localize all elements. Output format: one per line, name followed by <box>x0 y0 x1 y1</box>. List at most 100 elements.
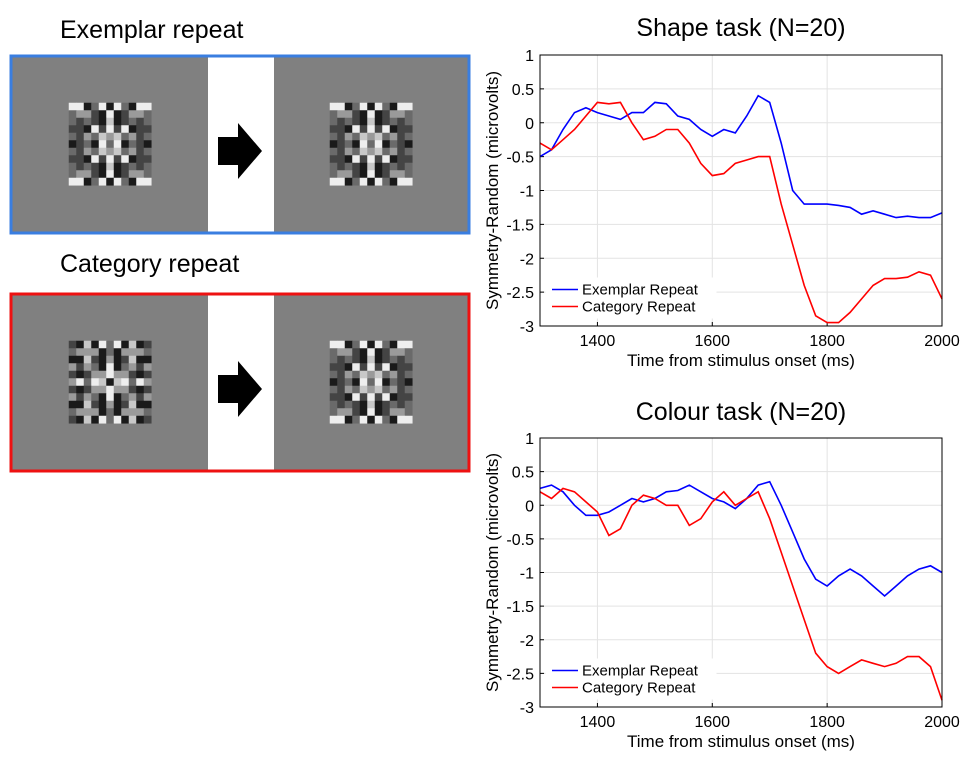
stimulus-cell <box>76 363 85 372</box>
stimulus-cell <box>143 400 152 409</box>
stimulus-cell <box>329 363 338 372</box>
stimulus-cell <box>374 370 383 379</box>
stimulus-cell <box>106 140 115 149</box>
stimulus-cell <box>76 147 85 156</box>
y-tick-label: -0.5 <box>506 150 534 167</box>
stimulus-cell <box>352 363 361 372</box>
y-tick-label: 1 <box>525 48 534 65</box>
x-tick-label: 1400 <box>580 333 616 350</box>
stimulus-cell <box>367 110 376 119</box>
stimulus-cell <box>106 132 115 141</box>
stimulus-cell <box>121 355 130 364</box>
stimulus-cell <box>68 125 77 134</box>
stimulus-cell <box>143 125 152 134</box>
stimulus-cell <box>344 177 353 186</box>
stimulus-cell <box>344 400 353 409</box>
legend-box <box>545 277 717 319</box>
stimulus-cell <box>68 415 77 424</box>
stimulus-cell <box>382 370 391 379</box>
stimulus-cell <box>68 408 77 417</box>
stimulus-cell <box>367 117 376 126</box>
stimulus-cell <box>128 378 137 387</box>
legend-label: Exemplar Repeat <box>582 663 699 680</box>
stimulus-cell <box>337 400 346 409</box>
stimulus-cell <box>359 393 368 402</box>
stimulus-cell <box>113 348 122 357</box>
data-line <box>539 94 943 219</box>
stimulus-cell <box>344 170 353 179</box>
stimulus-cell <box>367 132 376 141</box>
stimulus-cell <box>329 348 338 357</box>
stimulus-cell <box>106 147 115 156</box>
stimulus-cell <box>404 408 413 417</box>
panel-label: Category repeat <box>60 250 239 278</box>
stimulus-cell <box>143 102 152 111</box>
stimulus-cell <box>337 363 346 372</box>
stimulus-cell <box>121 378 130 387</box>
stimulus-cell <box>121 170 130 179</box>
stimulus-cell <box>128 400 137 409</box>
data-line <box>539 487 943 701</box>
stimulus-cell <box>76 400 85 409</box>
stimulus-cell <box>359 132 368 141</box>
stimulus-cell <box>359 355 368 364</box>
y-tick-label: -2 <box>520 251 534 268</box>
stimulus-cell <box>329 378 338 387</box>
stimulus-cell <box>359 162 368 171</box>
panel-label: Exemplar repeat <box>60 16 243 44</box>
stimulus-cell <box>389 400 398 409</box>
x-tick-label: 1600 <box>694 333 730 350</box>
stimulus-cell <box>382 102 391 111</box>
x-tick-label: 2000 <box>924 714 960 731</box>
stimulus-cell <box>83 110 92 119</box>
stimulus-cell <box>389 363 398 372</box>
stimulus-cell <box>106 155 115 164</box>
stimulus-cell <box>404 370 413 379</box>
stimulus-cell <box>404 162 413 171</box>
stimulus-cell <box>98 125 107 134</box>
stimulus-cell <box>98 170 107 179</box>
stimulus-cell <box>143 408 152 417</box>
stimulus-cell <box>136 378 145 387</box>
stimulus-cell <box>329 355 338 364</box>
stimulus-cell <box>329 370 338 379</box>
stimulus-cell <box>68 177 77 186</box>
stimulus-cell <box>91 170 100 179</box>
stimulus-cell <box>83 125 92 134</box>
stimulus-cell <box>344 162 353 171</box>
legend-label: Exemplar Repeat <box>582 282 699 299</box>
stimulus-cell <box>68 370 77 379</box>
stimulus-cell <box>143 140 152 149</box>
stimulus-cell <box>128 415 137 424</box>
y-tick-label: -3 <box>520 319 534 336</box>
stimulus-cell <box>359 378 368 387</box>
stimulus-cell <box>404 363 413 372</box>
stimulus-cell <box>329 132 338 141</box>
stimulus-cell <box>404 140 413 149</box>
stimulus-cell <box>382 140 391 149</box>
stimulus-cell <box>382 348 391 357</box>
stimulus-cell <box>352 147 361 156</box>
stimulus-cell <box>389 140 398 149</box>
data-line <box>539 480 943 598</box>
stimulus-cell <box>113 363 122 372</box>
stimulus-cell <box>136 110 145 119</box>
stimulus-cell <box>113 147 122 156</box>
stimulus-cell <box>352 162 361 171</box>
stimulus-cell <box>404 340 413 349</box>
stimulus-cell <box>121 155 130 164</box>
stimulus-cell <box>83 162 92 171</box>
stimulus-cell <box>98 348 107 357</box>
stimulus-cell <box>113 170 122 179</box>
y-tick-label: 0 <box>525 116 534 133</box>
stimulus-cell <box>76 102 85 111</box>
stimulus-cell <box>382 132 391 141</box>
stimulus-cell <box>337 415 346 424</box>
stimulus-cell <box>382 155 391 164</box>
stimulus-cell <box>98 117 107 126</box>
stimulus-cell <box>344 385 353 394</box>
stimulus-cell <box>106 125 115 134</box>
chart-title: Colour task (N=20) <box>636 398 847 426</box>
stimulus-cell <box>98 162 107 171</box>
stimulus-cell <box>68 140 77 149</box>
